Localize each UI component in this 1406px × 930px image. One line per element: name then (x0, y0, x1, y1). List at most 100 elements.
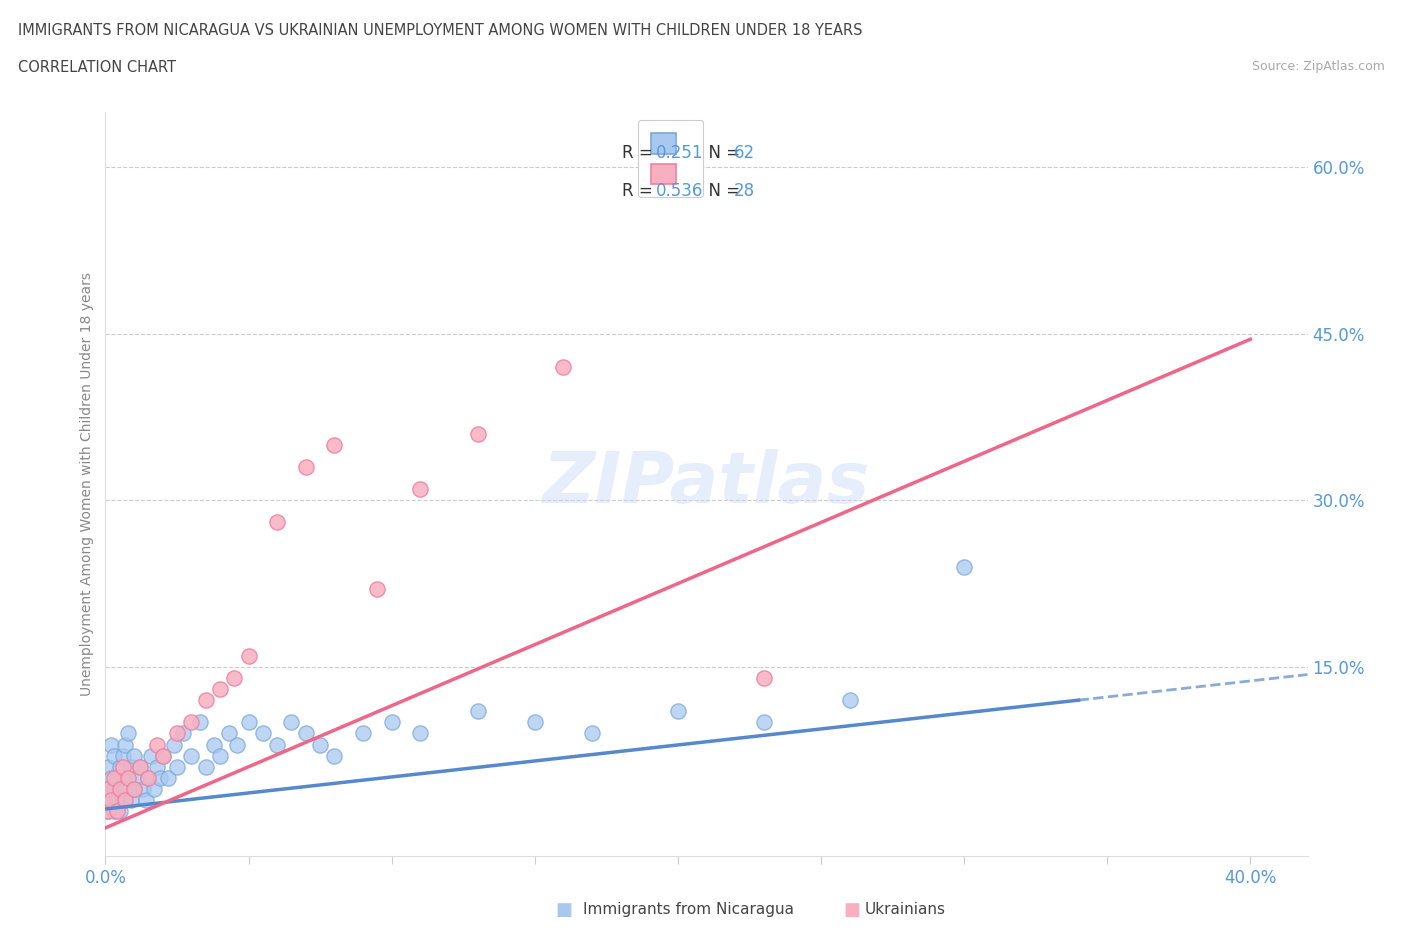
Point (208, 749, 231, 764)
Text: R =: R = (623, 143, 658, 162)
Point (146, 737, 169, 752)
Point (120, 792, 142, 807)
Point (122, 749, 145, 764)
Point (163, 737, 186, 752)
Point (108, 781, 131, 796)
Point (323, 749, 346, 764)
Text: 28: 28 (734, 182, 755, 200)
Point (208, 682, 231, 697)
Text: CORRELATION CHART: CORRELATION CHART (18, 60, 176, 75)
Point (180, 749, 202, 764)
Point (172, 726, 194, 741)
Point (194, 759, 217, 774)
Point (114, 781, 136, 796)
Point (105, 770, 128, 785)
Text: Immigrants from Nicaragua: Immigrants from Nicaragua (583, 902, 794, 917)
Point (238, 715, 260, 730)
Point (97, 781, 120, 796)
Point (111, 792, 134, 807)
Text: Ukrainians: Ukrainians (865, 902, 946, 917)
Point (202, 737, 225, 752)
Point (194, 693, 217, 708)
Point (838, 693, 860, 708)
Point (114, 792, 136, 807)
Point (152, 749, 174, 764)
Point (752, 671, 775, 685)
Text: R =: R = (623, 182, 658, 200)
Point (138, 770, 160, 785)
Point (266, 515, 288, 530)
Point (752, 715, 775, 730)
Y-axis label: Unemployment Among Women with Children Under 18 years: Unemployment Among Women with Children U… (80, 272, 94, 696)
Point (226, 737, 249, 752)
Point (366, 581, 388, 596)
Point (166, 759, 188, 774)
Point (295, 459, 318, 474)
Point (666, 704, 689, 719)
Text: 0.536: 0.536 (657, 182, 703, 200)
Point (581, 726, 603, 741)
Point (97, 781, 120, 796)
Point (117, 726, 139, 741)
Point (128, 759, 150, 774)
Point (553, 360, 575, 375)
Text: 62: 62 (734, 143, 755, 162)
Point (103, 749, 125, 764)
Point (100, 737, 122, 752)
Point (128, 759, 150, 774)
Point (953, 560, 976, 575)
Point (103, 804, 125, 818)
Text: IMMIGRANTS FROM NICARAGUA VS UKRAINIAN UNEMPLOYMENT AMONG WOMEN WITH CHILDREN UN: IMMIGRANTS FROM NICARAGUA VS UKRAINIAN U… (18, 23, 863, 38)
Point (103, 770, 125, 785)
Point (103, 781, 125, 796)
Point (97, 759, 120, 774)
Point (105, 804, 128, 818)
Point (180, 715, 202, 730)
Point (280, 715, 302, 730)
Point (295, 726, 318, 741)
Text: Source: ZipAtlas.com: Source: ZipAtlas.com (1251, 60, 1385, 73)
Point (467, 704, 489, 719)
Point (157, 770, 180, 785)
Point (146, 759, 169, 774)
Point (467, 426, 489, 441)
Point (152, 749, 174, 764)
Point (149, 770, 172, 785)
Point (97, 804, 120, 818)
Point (117, 770, 139, 785)
Point (238, 648, 260, 663)
Point (381, 715, 404, 730)
Point (409, 482, 432, 497)
Point (108, 804, 131, 818)
Legend: , : , (638, 120, 703, 197)
Point (100, 792, 122, 807)
Point (100, 770, 122, 785)
Point (143, 781, 166, 796)
Point (108, 759, 131, 774)
Point (252, 726, 274, 741)
Point (111, 759, 134, 774)
Point (108, 781, 131, 796)
Point (138, 770, 160, 785)
Text: ■: ■ (844, 900, 860, 919)
Point (188, 715, 211, 730)
Text: ZIPatlas: ZIPatlas (543, 449, 870, 518)
Point (352, 726, 374, 741)
Point (166, 726, 188, 741)
Point (409, 726, 432, 741)
Point (97, 804, 120, 818)
Text: N =: N = (699, 143, 745, 162)
Point (131, 781, 153, 796)
Point (111, 749, 134, 764)
Point (523, 715, 546, 730)
Point (105, 792, 128, 807)
Point (135, 792, 157, 807)
Point (141, 749, 163, 764)
Text: N =: N = (699, 182, 745, 200)
Point (120, 759, 142, 774)
Point (323, 437, 346, 452)
Point (224, 671, 246, 685)
Point (117, 770, 139, 785)
Point (100, 792, 122, 807)
Text: ■: ■ (555, 900, 572, 919)
